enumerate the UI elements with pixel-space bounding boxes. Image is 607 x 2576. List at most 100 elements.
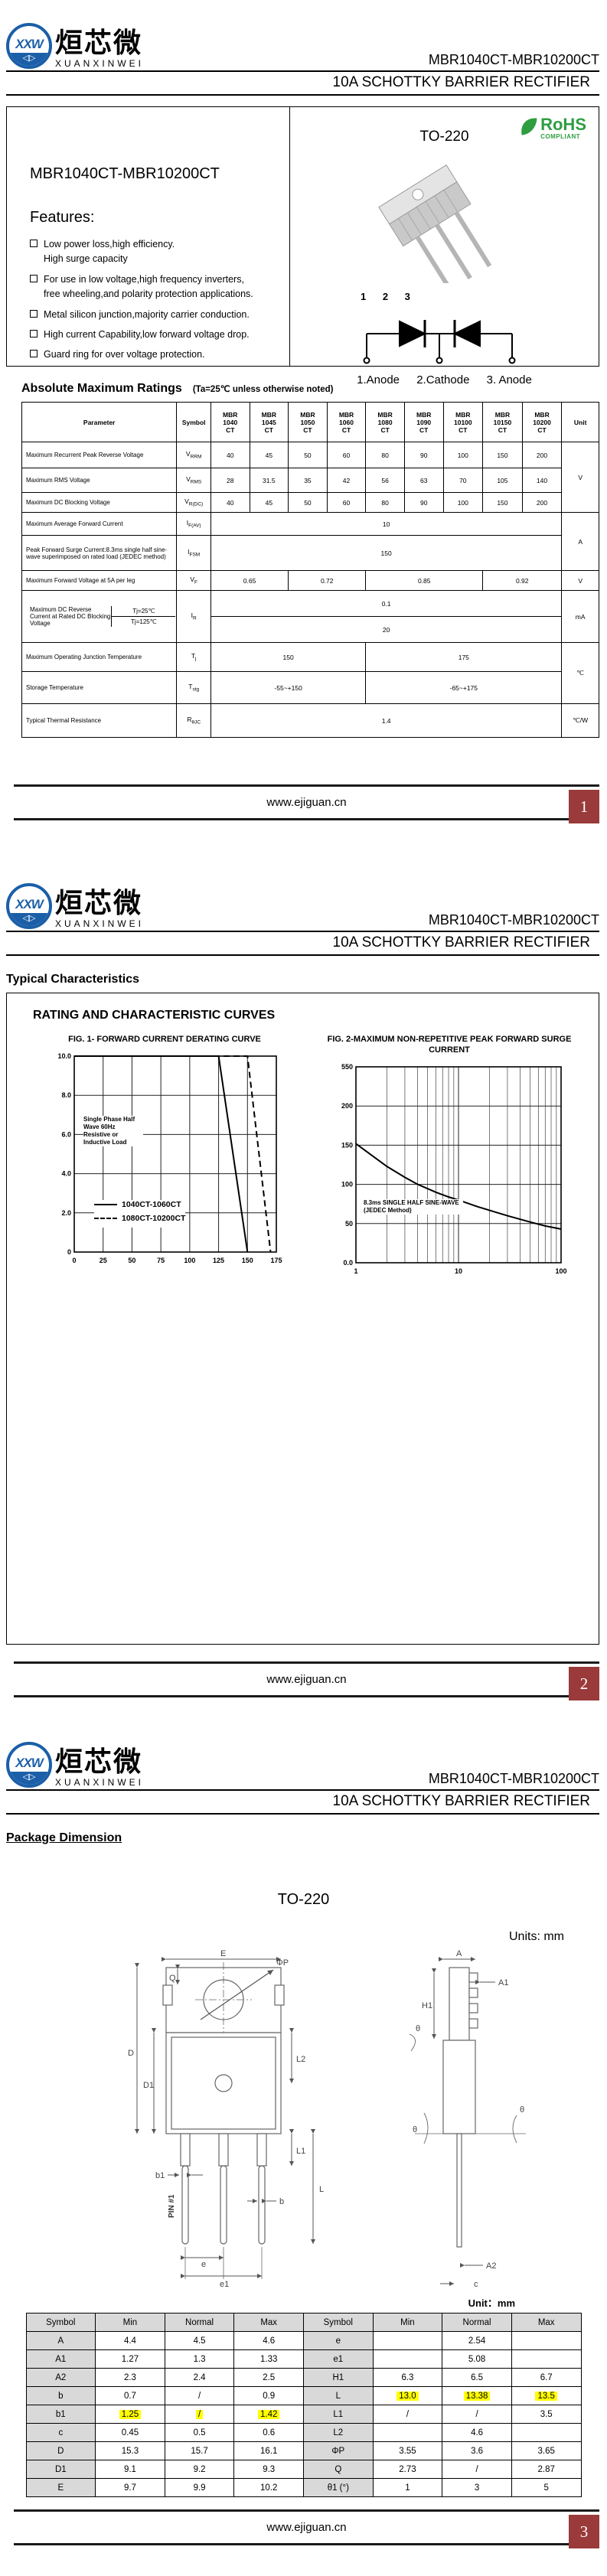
svg-text:10.0: 10.0 — [57, 1052, 71, 1060]
page-number-badge: 1 — [569, 790, 599, 823]
units-note: Units: mm — [509, 1930, 564, 1943]
datasheet-subtitle: 10A SCHOTTKY BARRIER RECTIFIER — [6, 932, 599, 956]
table-row: Maximum Recurrent Peak Reverse Voltage V… — [21, 442, 599, 513]
dimension-row: D 15.3 15.7 16.1 ΦP 3.55 3.6 3.65 — [25, 2441, 582, 2460]
table-row: Maximum RMS Voltage VRMS 28 31.5 35 42 56 6… — [21, 468, 599, 493]
svg-text:8.0: 8.0 — [61, 1091, 71, 1099]
svg-text:θ: θ — [413, 2125, 417, 2134]
svg-text:4.0: 4.0 — [61, 1169, 71, 1177]
svg-text:2.0: 2.0 — [61, 1209, 71, 1217]
unit-note: Unit：mm — [468, 2297, 515, 2309]
solid-line-sample — [94, 1203, 117, 1205]
svg-text:e: e — [201, 2260, 206, 2269]
dimension-header-row: Symbol Min Normal Max Symbol Min Normal Max — [25, 2313, 582, 2332]
svg-text:L: L — [319, 2185, 324, 2194]
to220-dimension-drawing: E ΦP Q D D1 L2 L1 L b1 b e e1 PIN #1 A A… — [128, 1949, 526, 2289]
ratings-title: Absolute Maximum Ratings — [21, 382, 182, 395]
brand-name-cn: 烜芯微 — [55, 1746, 143, 1777]
dimension-row: A 4.4 4.5 4.6 e 2.54 — [25, 2331, 582, 2350]
svg-text:A: A — [456, 1949, 462, 1958]
svg-text:1: 1 — [354, 1267, 357, 1275]
dimension-row: A2 2.3 2.4 2.5 H1 6.3 6.5 6.7 — [25, 2368, 582, 2387]
checkbox-icon — [30, 240, 38, 247]
svg-text:10: 10 — [455, 1267, 462, 1275]
svg-text:A1: A1 — [498, 1978, 508, 1987]
dimension-row: b1 1.25/1.42 L1//3.5 — [25, 2405, 582, 2424]
brand-name-cn: 烜芯微 — [55, 887, 143, 918]
svg-text:6.0: 6.0 — [61, 1130, 71, 1138]
page-number-badge: 2 — [569, 1667, 599, 1700]
svg-text:0: 0 — [67, 1248, 71, 1256]
svg-text:H1: H1 — [422, 2001, 432, 2010]
product-title: MBR1040CT-MBR10200CT — [30, 165, 220, 182]
svg-text:150: 150 — [242, 1257, 253, 1264]
svg-text:0: 0 — [72, 1257, 76, 1264]
typical-characteristics-title: Typical Characteristics — [6, 973, 140, 986]
figure-2: FIG. 2-MAXIMUM NON-REPETITIVE PEAK FORWA… — [307, 1030, 592, 1714]
fig2-plot: 1 10 100 0.0 50 100 150 200 550 — [341, 1063, 567, 1275]
features-list: Low power loss,high efficiency. High surg… — [30, 237, 279, 363]
checkbox-icon — [30, 350, 38, 358]
svg-text:100: 100 — [555, 1267, 566, 1275]
rohs-compliant-text: COMPLIANT — [540, 133, 581, 140]
svg-text:E: E — [220, 1949, 226, 1958]
footer-url: www.ejiguan.cn — [266, 2521, 347, 2534]
svg-text:b1: b1 — [155, 2171, 165, 2180]
table-header-row: Parameter Symbol MBR 1040 CT MBR 1045 CT MBR… — [21, 402, 599, 442]
pin3-label: 3. Anode — [486, 373, 532, 386]
datasheet-page-3: XXW ◁▷ 烜芯微 XUANXINWEI MBR1040CT-MBR10200… — [0, 1714, 607, 2576]
diode-schematic — [363, 320, 516, 364]
svg-text:50: 50 — [345, 1219, 353, 1227]
part-number-range: MBR1040CT-MBR10200CT — [428, 52, 599, 67]
checkbox-icon — [30, 329, 38, 337]
brand-name-en: XUANXINWEI — [55, 58, 145, 69]
svg-text:150: 150 — [341, 1141, 353, 1149]
svg-text:PIN #1: PIN #1 — [168, 2194, 176, 2218]
svg-text:25: 25 — [100, 1257, 107, 1264]
figure-1: FIG. 1- FORWARD CURRENT DERATING CURVE A… — [22, 1030, 307, 1714]
datasheet-subtitle: 10A SCHOTTKY BARRIER RECTIFIER — [6, 72, 599, 96]
footer-url: www.ejiguan.cn — [266, 796, 347, 809]
datasheet-page-2: XXW ◁▷ 烜芯微 XUANXINWEI MBR1040CT-MBR10200… — [0, 834, 607, 1714]
package-drawing: E ΦP Q D D1 L2 L1 L b1 b e e1 PIN #1 A A… — [21, 1948, 587, 2295]
logo-diode-icon: ◁▷ — [9, 913, 49, 926]
svg-text:L2: L2 — [296, 2055, 305, 2064]
checkbox-icon — [30, 274, 38, 282]
svg-text:A2: A2 — [486, 2261, 496, 2271]
fig2-ylabel: PEAK FORWARD SURGE CURRENT, AMPERES — [314, 1059, 321, 1715]
company-logo: XXW ◁▷ 烜芯微 XUANXINWEI — [6, 23, 144, 69]
dimension-row: A1 1.27 1.3 1.33 e1 5.08 — [25, 2349, 582, 2369]
dimension-row: D1 9.1 9.2 9.3 Q 2.73/2.87 — [25, 2460, 582, 2479]
svg-text:Q: Q — [169, 1974, 176, 1983]
fig1-ylabel: AVERAGE FORWARD RECTIFIED CURRENT, AMPER… — [29, 1048, 37, 1714]
table-row: Peak Forward Surge Current:8.3ms single … — [21, 535, 599, 571]
datasheet-subtitle: 10A SCHOTTKY BARRIER RECTIFIER — [6, 1791, 599, 1815]
logo-diode-icon: ◁▷ — [9, 53, 49, 66]
company-logo: XXW ◁▷ 烜芯微 XUANXINWEI — [6, 1742, 144, 1788]
pin2-label: 2.Cathode — [416, 373, 470, 386]
svg-text:L1: L1 — [296, 2147, 305, 2156]
logo-diode-icon: ◁▷ — [9, 1772, 49, 1785]
svg-text:125: 125 — [213, 1257, 224, 1264]
checkbox-icon — [30, 309, 38, 318]
pin1-label: 1.Anode — [357, 373, 400, 386]
package-3d-image — [378, 164, 492, 283]
footer-url: www.ejiguan.cn — [266, 1673, 347, 1686]
pinout-labels: 1.Anode 2.Cathode 3. Anode — [290, 373, 599, 386]
features-heading: Features: — [30, 209, 95, 226]
svg-text:0.0: 0.0 — [343, 1259, 353, 1267]
dimension-table: Symbol Min Normal Max Symbol Min Normal Max … — [25, 2313, 582, 2497]
feature-item: Metal silicon junction,majority carrier … — [30, 308, 279, 322]
page-header: XXW ◁▷ 烜芯微 XUANXINWEI MBR1040CT-MBR10200… — [0, 0, 607, 96]
table-row: Storage Temperature Tstg -55~+150 -65~+1… — [21, 671, 599, 704]
brand-name-en: XUANXINWEI — [55, 918, 145, 929]
logo-circle-icon: XXW ◁▷ — [6, 1742, 52, 1788]
svg-text:100: 100 — [341, 1180, 353, 1188]
svg-text:c: c — [474, 2280, 478, 2289]
package-name: TO-220 — [419, 129, 469, 145]
table-row: Maximum Average Forward Current IF(AV) 1… — [21, 512, 599, 571]
dimension-row: b 0.7/0.9 L 13.0 13.38 13.5 — [25, 2386, 582, 2405]
datasheet-page-1: XXW ◁▷ 烜芯微 XUANXINWEI MBR1040CT-MBR10200… — [0, 0, 607, 834]
fig1-annotation: Single Phase Half Wave 60Hz Resistive or… — [83, 1115, 143, 1146]
svg-text:200: 200 — [341, 1102, 353, 1110]
